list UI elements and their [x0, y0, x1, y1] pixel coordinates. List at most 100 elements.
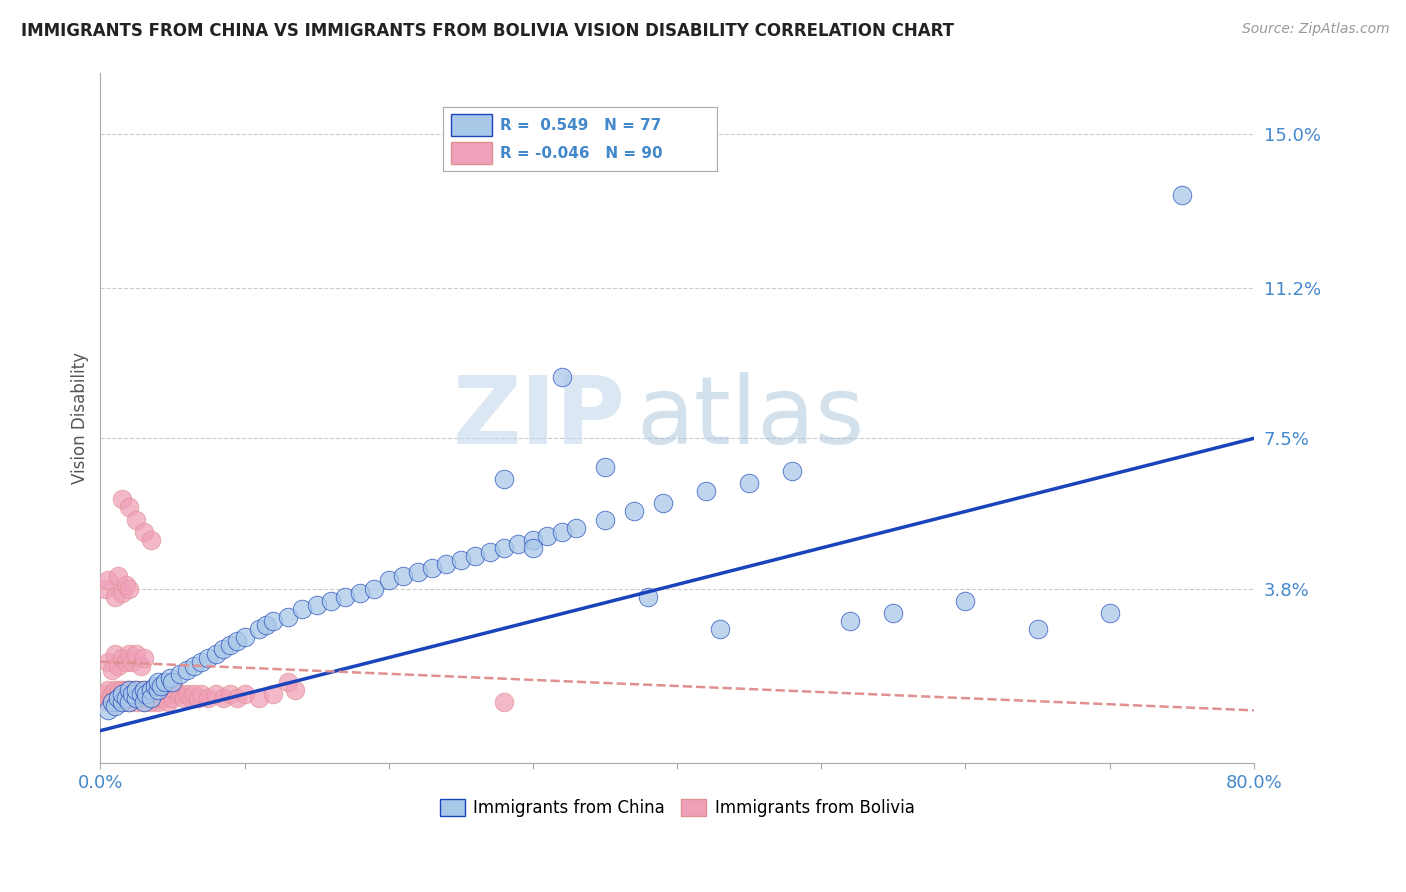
FancyBboxPatch shape: [451, 114, 492, 136]
Point: [121, 687, 143, 701]
Point: [637, 590, 659, 604]
Point: [169, 687, 191, 701]
Point: [551, 524, 574, 539]
Y-axis label: Vision Disability: Vision Disability: [72, 352, 89, 484]
Point: [494, 472, 516, 486]
Point: [104, 683, 127, 698]
Point: [143, 691, 166, 706]
Point: [593, 512, 616, 526]
Point: [782, 464, 804, 478]
Point: [111, 650, 134, 665]
Point: [132, 695, 155, 709]
Text: ZIP: ZIP: [453, 372, 626, 464]
Point: [125, 691, 148, 706]
Point: [494, 541, 516, 555]
Point: [122, 683, 145, 698]
Point: [135, 691, 157, 706]
Point: [146, 683, 169, 698]
Point: [709, 622, 731, 636]
Point: [132, 650, 155, 665]
Point: [132, 695, 155, 709]
Point: [125, 687, 148, 701]
Point: [100, 691, 122, 706]
Point: [406, 566, 429, 580]
Point: [132, 683, 155, 698]
Point: [173, 691, 195, 706]
Point: [121, 655, 143, 669]
Point: [277, 675, 299, 690]
Point: [125, 512, 148, 526]
Text: R =  0.549   N = 77: R = 0.549 N = 77: [501, 118, 662, 133]
Point: [93, 687, 115, 701]
Point: [536, 529, 558, 543]
Point: [111, 695, 134, 709]
Point: [111, 687, 134, 701]
Point: [155, 675, 177, 690]
Point: [104, 699, 127, 714]
Point: [107, 569, 129, 583]
Point: [233, 630, 256, 644]
Point: [183, 658, 205, 673]
Point: [118, 683, 141, 698]
Point: [146, 695, 169, 709]
Point: [377, 574, 399, 588]
Point: [204, 687, 226, 701]
Point: [219, 687, 242, 701]
Point: [101, 663, 124, 677]
Point: [132, 687, 155, 701]
Point: [176, 687, 198, 701]
Point: [118, 500, 141, 515]
Point: [146, 675, 169, 690]
Point: [738, 475, 761, 490]
Point: [262, 687, 284, 701]
Point: [107, 691, 129, 706]
Point: [129, 691, 152, 706]
Point: [319, 593, 342, 607]
Point: [104, 647, 127, 661]
Point: [162, 687, 184, 701]
Point: [118, 695, 141, 709]
Point: [135, 687, 157, 701]
Point: [262, 614, 284, 628]
Point: [335, 590, 357, 604]
Point: [176, 663, 198, 677]
Point: [101, 695, 124, 709]
Point: [115, 691, 138, 706]
Point: [118, 647, 141, 661]
Point: [121, 687, 143, 701]
Point: [522, 533, 544, 547]
Point: [111, 695, 134, 709]
Point: [125, 683, 148, 698]
Point: [97, 703, 120, 717]
Point: [121, 691, 143, 706]
Point: [101, 687, 124, 701]
Point: [478, 545, 501, 559]
Point: [143, 687, 166, 701]
Point: [197, 691, 219, 706]
Point: [955, 593, 977, 607]
Point: [190, 687, 212, 701]
Legend: Immigrants from China, Immigrants from Bolivia: Immigrants from China, Immigrants from B…: [433, 792, 921, 824]
Point: [115, 577, 138, 591]
Point: [129, 687, 152, 701]
Point: [291, 602, 314, 616]
Point: [129, 687, 152, 701]
Point: [420, 561, 443, 575]
Point: [111, 683, 134, 698]
Point: [149, 687, 172, 701]
Text: R = -0.046   N = 90: R = -0.046 N = 90: [501, 145, 664, 161]
Point: [159, 671, 181, 685]
Point: [111, 691, 134, 706]
Point: [142, 683, 165, 698]
Point: [593, 459, 616, 474]
Point: [104, 590, 127, 604]
Text: IMMIGRANTS FROM CHINA VS IMMIGRANTS FROM BOLIVIA VISION DISABILITY CORRELATION C: IMMIGRANTS FROM CHINA VS IMMIGRANTS FROM…: [21, 22, 955, 40]
Point: [434, 558, 457, 572]
Point: [111, 492, 134, 507]
Point: [284, 683, 307, 698]
Point: [139, 687, 162, 701]
Point: [107, 695, 129, 709]
Point: [695, 484, 717, 499]
Point: [464, 549, 486, 563]
Point: [197, 650, 219, 665]
